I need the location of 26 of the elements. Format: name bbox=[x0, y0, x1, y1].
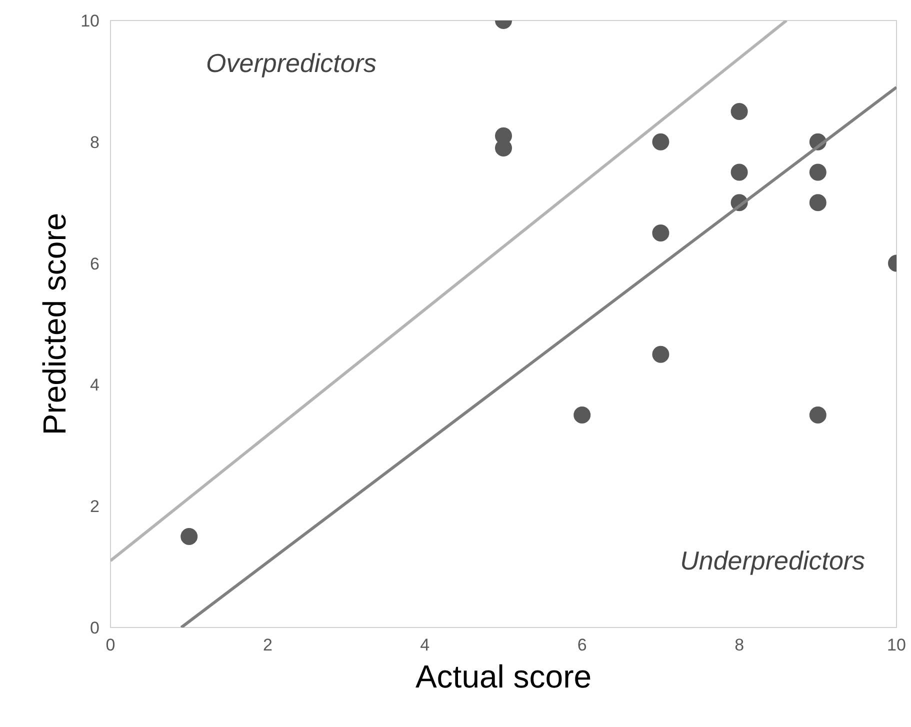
y-tick-label: 8 bbox=[90, 132, 100, 152]
y-tick-label: 2 bbox=[90, 497, 100, 516]
x-tick-label: 8 bbox=[734, 636, 744, 654]
point bbox=[809, 194, 826, 212]
y-tick-label: 0 bbox=[90, 618, 100, 638]
point bbox=[809, 164, 826, 181]
point bbox=[730, 164, 748, 181]
point bbox=[652, 346, 670, 363]
x-axis-title: Actual score bbox=[415, 658, 592, 694]
x-tick-label: 6 bbox=[577, 636, 587, 654]
annotation: Overpredictors bbox=[206, 48, 377, 78]
point bbox=[730, 103, 748, 120]
point bbox=[652, 133, 670, 150]
point bbox=[574, 406, 591, 424]
x-tick-label: 0 bbox=[106, 636, 116, 654]
y-tick-label: 6 bbox=[90, 254, 100, 274]
y-tick-label: 4 bbox=[90, 376, 100, 395]
y-tick-label: 10 bbox=[80, 12, 100, 30]
x-tick-label: 10 bbox=[887, 636, 906, 654]
x-tick-label: 4 bbox=[420, 636, 430, 654]
point bbox=[652, 224, 670, 242]
annotation: Underpredictors bbox=[680, 546, 866, 576]
x-tick-label: 2 bbox=[262, 636, 272, 654]
point bbox=[180, 528, 198, 545]
y-axis-title: Predicted score bbox=[36, 212, 73, 436]
point bbox=[809, 406, 826, 424]
